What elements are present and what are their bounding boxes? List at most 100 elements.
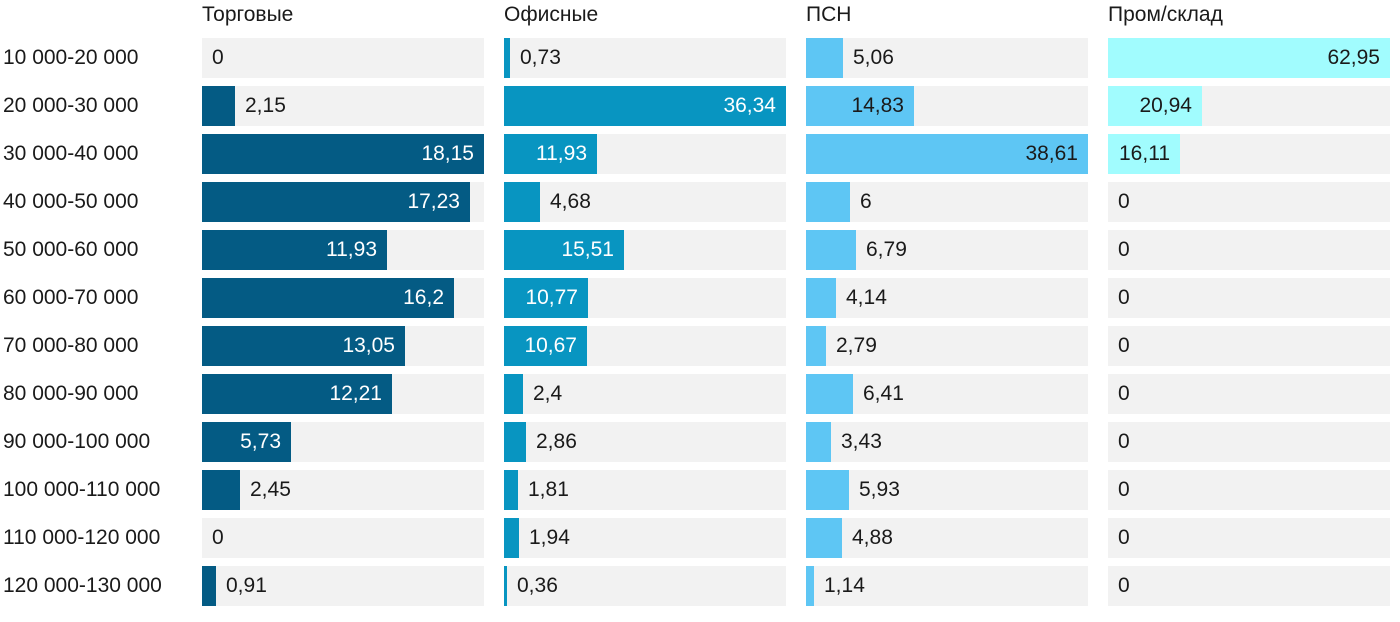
data-label: 0: [1118, 334, 1130, 357]
category-label: 20 000-30 000: [3, 94, 139, 117]
data-label: 4,88: [852, 526, 893, 549]
bar-track: [806, 422, 1088, 462]
data-label: 1,81: [528, 478, 569, 501]
data-label: 0: [1118, 574, 1130, 597]
category-label: 80 000-90 000: [3, 382, 139, 405]
bar: [504, 326, 587, 366]
category-label: 10 000-20 000: [3, 46, 139, 69]
bar-track: [202, 38, 484, 78]
bar: [202, 470, 240, 510]
bar: [202, 566, 216, 606]
bar: [806, 566, 814, 606]
bar-track: [202, 470, 484, 510]
bar: [806, 230, 856, 270]
bar: [1108, 38, 1390, 78]
data-label: 6,79: [866, 238, 907, 261]
category-label: 70 000-80 000: [3, 334, 139, 357]
bar: [202, 374, 392, 414]
bar-track: [1108, 374, 1390, 414]
bar-track: [504, 182, 786, 222]
bar-track: [806, 278, 1088, 318]
panel-title: Пром/склад: [1108, 3, 1223, 26]
bar-track: [1108, 470, 1390, 510]
bar-track: [1108, 230, 1390, 270]
bar: [202, 182, 470, 222]
data-label: 1,14: [824, 574, 865, 597]
data-label: 15,51: [561, 238, 614, 261]
bar-track: [202, 566, 484, 606]
bar: [504, 566, 507, 606]
category-label: 110 000-120 000: [3, 526, 161, 549]
bar-track: [504, 470, 786, 510]
data-label: 10,67: [524, 334, 577, 357]
bar-track: [1108, 278, 1390, 318]
bar: [806, 86, 914, 126]
data-label: 0: [1118, 190, 1130, 213]
bar: [806, 422, 831, 462]
bar-track: [806, 374, 1088, 414]
data-label: 16,2: [403, 286, 444, 309]
bar-track: [806, 470, 1088, 510]
bar-track: [806, 182, 1088, 222]
bar: [1108, 86, 1202, 126]
bar-track: [806, 326, 1088, 366]
data-label: 18,15: [421, 142, 474, 165]
data-label: 6: [860, 190, 872, 213]
bar-track: [504, 518, 786, 558]
data-label: 5,93: [859, 478, 900, 501]
bar: [806, 182, 850, 222]
bar: [202, 278, 454, 318]
bar: [202, 422, 291, 462]
data-label: 0,91: [226, 574, 267, 597]
panel-title: ПСН: [806, 3, 852, 26]
bar: [806, 134, 1088, 174]
category-label: 40 000-50 000: [3, 190, 139, 213]
bar: [806, 470, 849, 510]
data-label: 10,77: [525, 286, 578, 309]
bar-track: [806, 518, 1088, 558]
data-label: 0,73: [520, 46, 561, 69]
data-label: 6,41: [863, 382, 904, 405]
bar: [504, 278, 588, 318]
data-label: 3,43: [841, 430, 882, 453]
bar-track: [1108, 182, 1390, 222]
data-label: 36,34: [723, 94, 776, 117]
bar-track: [202, 86, 484, 126]
data-label: 0: [212, 46, 224, 69]
data-label: 11,93: [326, 238, 377, 261]
data-label: 5,73: [240, 430, 281, 453]
bar: [806, 278, 836, 318]
bar-track: [1108, 566, 1390, 606]
data-label: 0: [1118, 430, 1130, 453]
bar: [504, 374, 523, 414]
category-label: 30 000-40 000: [3, 142, 139, 165]
data-label: 12,21: [329, 382, 382, 405]
bar: [806, 518, 842, 558]
data-label: 20,94: [1139, 94, 1192, 117]
category-label: 50 000-60 000: [3, 238, 139, 261]
data-label: 2,79: [836, 334, 877, 357]
category-label: 120 000-130 000: [3, 574, 162, 597]
data-label: 0: [1118, 526, 1130, 549]
data-label: 4,14: [846, 286, 887, 309]
bar: [504, 134, 597, 174]
bar-track: [504, 422, 786, 462]
panel-title: Офисные: [504, 3, 599, 26]
bar-track: [1108, 422, 1390, 462]
data-label: 0: [1118, 382, 1130, 405]
data-label: 0: [212, 526, 224, 549]
data-label: 5,06: [853, 46, 894, 69]
data-label: 2,15: [245, 94, 286, 117]
panel-title: Торговые: [202, 3, 294, 26]
data-label: 1,94: [529, 526, 570, 549]
data-label: 2,45: [250, 478, 291, 501]
bar-track: [806, 566, 1088, 606]
data-label: 4,68: [550, 190, 591, 213]
data-label: 62,95: [1327, 46, 1380, 69]
bar-track: [1108, 518, 1390, 558]
bar: [504, 470, 518, 510]
bar-track: [504, 566, 786, 606]
bar-track: [1108, 326, 1390, 366]
bar: [504, 38, 510, 78]
